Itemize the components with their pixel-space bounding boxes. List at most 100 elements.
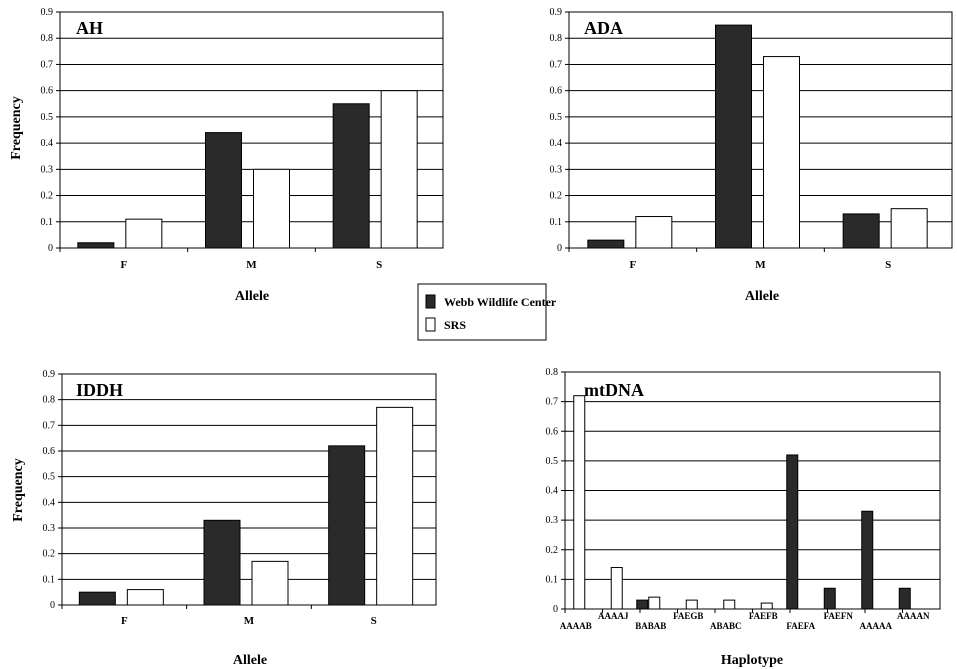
y-tick-label-ada: 0.4	[550, 138, 563, 149]
legend-label-srs: SRS	[444, 318, 466, 332]
legend-swatch-webb	[425, 294, 436, 309]
x-tick-label-ada: F	[629, 259, 636, 271]
y-tick-label-mtdna: 0	[553, 604, 558, 615]
y-tick-label-iddh: 0.5	[43, 472, 56, 483]
plot-frame-ah	[59, 11, 444, 249]
bar-srs-mtdna	[648, 596, 661, 610]
legend-swatch-srs	[425, 317, 436, 332]
y-tick-label-ah: 0.7	[41, 59, 54, 70]
chart-title-mtdna: mtDNA	[584, 380, 644, 400]
y-tick-label-ah: 0.6	[41, 86, 54, 97]
x-tick-label-ah: F	[120, 259, 127, 271]
bar-webb-mtdna	[823, 587, 836, 610]
y-tick-label-mtdna: 0.1	[546, 574, 559, 585]
bar-srs-mtdna	[723, 599, 736, 610]
bar-webb-ada	[715, 24, 752, 249]
bar-srs-ah	[253, 168, 290, 249]
bar-srs-mtdna	[610, 567, 623, 610]
bar-webb-mtdna	[898, 587, 911, 610]
y-tick-label-ah: 0.2	[41, 191, 54, 202]
x-tick-label-iddh: M	[244, 615, 255, 627]
y-tick-label-iddh: 0.2	[43, 549, 56, 560]
bar-srs-ah	[380, 90, 418, 249]
y-tick-label-mtdna: 0.2	[546, 545, 559, 556]
y-tick-label-ada: 0.3	[550, 164, 563, 175]
bar-webb-ada	[842, 213, 880, 249]
bar-srs-iddh	[251, 560, 289, 606]
x-tick-label-mtdna: AAAAJ	[598, 611, 629, 621]
y-tick-label-ah: 0.9	[41, 7, 54, 18]
x-axis-label-ada: Allele	[745, 289, 779, 304]
x-tick-label-ah: M	[246, 259, 257, 271]
chart-title-ah: AH	[76, 18, 103, 38]
panel-mtdna: 0 0.1 0.2 0.3 0.4 0.5 0.6 0.7 0.8 AAAAB AAAAJ BABAB…	[546, 367, 941, 668]
y-tick-label-ah: 0.8	[41, 33, 54, 44]
bar-srs-iddh	[126, 589, 164, 606]
panel-iddh: 0 0.1 0.2 0.3 0.4 0.5 0.6 0.7 0.8 0.9 F M S IDDH Allel…	[11, 369, 437, 668]
x-tick-label-iddh: S	[371, 615, 377, 627]
y-tick-label-iddh: 0.4	[43, 497, 56, 508]
plot-frame-ada	[568, 11, 953, 249]
y-tick-label-ah: 0.5	[41, 112, 54, 123]
x-tick-label-mtdna: AAAAB	[560, 621, 592, 631]
y-tick-label-iddh: 0.3	[43, 523, 56, 534]
bar-webb-ah	[205, 132, 242, 249]
y-tick-label-mtdna: 0.3	[546, 515, 559, 526]
y-axis-label-iddh: Frequency	[11, 458, 26, 522]
y-tick-label-ada: 0.2	[550, 191, 563, 202]
x-axis-label-mtdna: Haplotype	[721, 653, 783, 668]
x-tick-label-mtdna: AAAAA	[860, 621, 893, 631]
y-tick-label-ada: 0.5	[550, 112, 563, 123]
legend-label-webb: Webb Wildlife Center	[444, 295, 557, 309]
y-tick-label-mtdna: 0.8	[546, 367, 559, 378]
x-tick-label-mtdna: AAAAN	[897, 611, 930, 621]
y-tick-label-ada: 0.9	[550, 7, 563, 18]
panel-ada: 0 0.1 0.2 0.3 0.4 0.5 0.6 0.7 0.8 0.9 F M S ADA Allele	[550, 7, 953, 304]
y-tick-label-ada: 0.7	[550, 59, 563, 70]
x-tick-label-mtdna: FAEGB	[673, 611, 703, 621]
x-tick-label-mtdna: FAEFA	[786, 621, 815, 631]
bar-srs-iddh	[376, 406, 414, 606]
x-axis-label-ah: Allele	[235, 289, 269, 304]
y-tick-label-ah: 0.1	[41, 217, 54, 228]
bar-webb-iddh	[328, 445, 366, 606]
bar-webb-mtdna	[861, 510, 874, 610]
y-axis-label-ah: Frequency	[9, 96, 24, 160]
x-tick-label-mtdna: ABABC	[710, 621, 742, 631]
y-tick-label-ah: 0	[48, 243, 53, 254]
bar-srs-ada	[763, 56, 800, 249]
x-tick-label-mtdna: FAEFB	[749, 611, 778, 621]
y-tick-label-mtdna: 0.7	[546, 397, 559, 408]
y-tick-label-ada: 0.1	[550, 217, 563, 228]
bar-webb-ah	[332, 103, 370, 249]
y-tick-label-iddh: 0.8	[43, 395, 56, 406]
legend-box	[417, 283, 547, 341]
y-tick-label-iddh: 0.1	[43, 574, 56, 585]
x-axis-label-iddh: Allele	[233, 653, 267, 668]
x-tick-label-ah: S	[376, 259, 382, 271]
x-tick-label-ada: M	[755, 259, 766, 271]
bar-srs-mtdna	[760, 602, 773, 610]
y-tick-label-ah: 0.4	[41, 138, 54, 149]
plot-frame-iddh	[61, 373, 437, 606]
y-tick-label-ah: 0.3	[41, 164, 54, 175]
legend: Webb Wildlife Center SRS	[417, 283, 557, 341]
chart-title-iddh: IDDH	[76, 380, 123, 400]
y-tick-label-iddh: 0.9	[43, 369, 56, 380]
y-tick-label-ada: 0	[557, 243, 562, 254]
y-tick-label-iddh: 0	[50, 600, 55, 611]
y-tick-label-iddh: 0.6	[43, 446, 56, 457]
y-tick-label-mtdna: 0.5	[546, 456, 559, 467]
y-tick-label-mtdna: 0.4	[546, 486, 559, 497]
y-tick-label-ada: 0.6	[550, 86, 563, 97]
bar-srs-mtdna	[573, 395, 586, 610]
x-tick-label-mtdna: FAEFN	[824, 611, 854, 621]
chart-title-ada: ADA	[584, 18, 623, 38]
bar-srs-ada	[890, 208, 928, 249]
y-tick-label-mtdna: 0.6	[546, 426, 559, 437]
y-tick-label-iddh: 0.7	[43, 420, 56, 431]
x-tick-label-ada: S	[885, 259, 891, 271]
bar-srs-ada	[635, 216, 673, 249]
bar-webb-mtdna	[636, 599, 649, 610]
